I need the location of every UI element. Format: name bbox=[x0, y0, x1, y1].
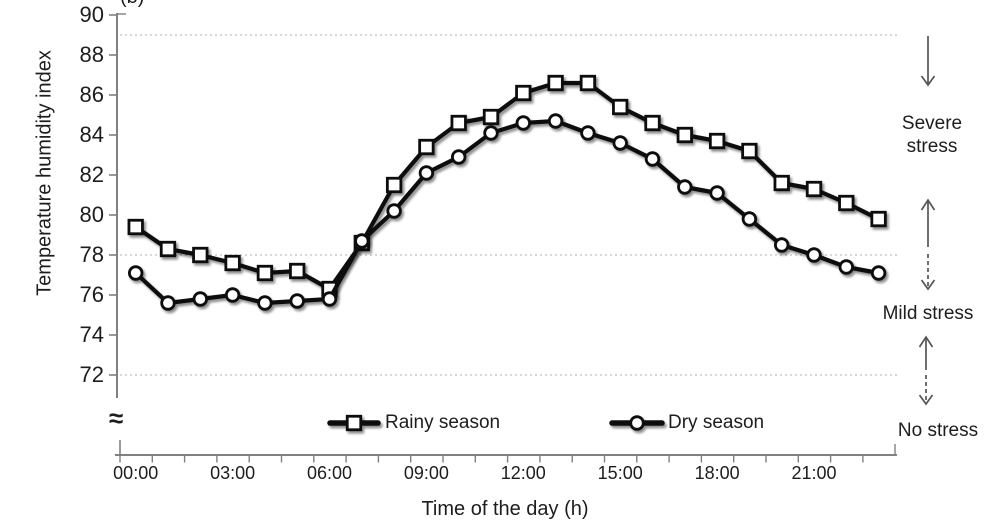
circle-marker bbox=[838, 259, 855, 275]
y-tick-label: 90 bbox=[80, 2, 104, 27]
square-marker bbox=[805, 180, 823, 198]
y-axis-title: Temperature humidity index bbox=[33, 50, 56, 296]
circle-marker bbox=[224, 287, 241, 303]
square-marker bbox=[482, 108, 500, 126]
square-marker bbox=[644, 114, 661, 132]
x-tick-label: 15:00 bbox=[598, 463, 643, 483]
y-tick-label: 74 bbox=[80, 322, 104, 347]
circle-marker bbox=[677, 179, 693, 195]
circle-marker bbox=[709, 185, 725, 201]
y-tick-label: 80 bbox=[80, 202, 104, 227]
square-marker bbox=[159, 240, 177, 258]
square-marker bbox=[450, 114, 467, 132]
annotation-severe-stress: Severe stress bbox=[901, 113, 963, 157]
circle-marker bbox=[451, 149, 467, 165]
square-marker bbox=[192, 246, 209, 264]
x-tick-label: 00:00 bbox=[113, 463, 158, 483]
series-line bbox=[133, 80, 881, 292]
legend-label-dry-season: Dry season bbox=[668, 412, 765, 433]
circle-marker bbox=[741, 211, 758, 227]
circle-marker bbox=[386, 203, 402, 219]
circle-marker bbox=[612, 135, 628, 151]
square-marker bbox=[515, 84, 532, 102]
y-tick-label: 72 bbox=[80, 362, 104, 387]
circle-marker bbox=[160, 295, 176, 311]
circle-marker bbox=[289, 293, 305, 309]
circle-marker bbox=[257, 295, 273, 311]
square-marker bbox=[256, 264, 274, 282]
y-tick-label: 86 bbox=[80, 82, 104, 107]
legend-circle-marker bbox=[629, 415, 645, 431]
square-marker bbox=[418, 138, 435, 156]
subfigure-label: (b) bbox=[120, 0, 144, 9]
circle-marker bbox=[418, 165, 435, 181]
square-marker bbox=[741, 142, 758, 160]
x-tick-label: 09:00 bbox=[404, 463, 449, 483]
stress-zone-arrows bbox=[918, 36, 936, 406]
x-tick-label: 12:00 bbox=[501, 463, 546, 483]
circle-marker bbox=[515, 115, 532, 131]
annotation-no-stress: No stress bbox=[897, 420, 979, 441]
square-marker bbox=[708, 132, 726, 150]
legend-label-rainy-season: Rainy season bbox=[385, 412, 501, 433]
x-tick-label: 18:00 bbox=[695, 463, 740, 483]
y-tick-label: 82 bbox=[80, 162, 104, 187]
down-arrowhead-icon bbox=[918, 394, 934, 406]
circle-marker bbox=[321, 291, 338, 307]
axes bbox=[109, 13, 897, 463]
y-axis-break-symbol: ≈ bbox=[109, 403, 124, 433]
x-tick-label: 21:00 bbox=[791, 463, 836, 483]
annotation-mild-stress: Mild stress bbox=[882, 303, 974, 324]
square-marker bbox=[838, 194, 855, 212]
series-dry-season bbox=[127, 113, 887, 311]
square-marker bbox=[773, 174, 790, 192]
circle-marker bbox=[806, 247, 822, 263]
x-tick-label: 06:00 bbox=[307, 463, 352, 483]
series-line bbox=[133, 118, 881, 306]
square-marker bbox=[612, 98, 629, 116]
up-arrowhead-icon bbox=[918, 335, 934, 348]
circle-marker bbox=[580, 125, 596, 141]
circle-marker bbox=[127, 265, 144, 281]
square-marker bbox=[127, 218, 144, 236]
square-marker bbox=[547, 74, 564, 92]
circle-marker bbox=[354, 233, 370, 249]
x-tick-label: 03:00 bbox=[210, 463, 255, 483]
square-marker bbox=[224, 254, 241, 272]
circle-marker bbox=[547, 113, 564, 129]
square-marker bbox=[289, 262, 306, 280]
down-arrowhead-icon bbox=[920, 279, 936, 291]
circle-marker bbox=[192, 291, 209, 307]
y-tick-label: 78 bbox=[80, 242, 104, 267]
square-marker bbox=[385, 176, 403, 194]
circle-marker bbox=[644, 151, 661, 167]
circle-marker bbox=[483, 125, 499, 141]
legend-square-marker bbox=[345, 414, 363, 432]
y-tick-label: 76 bbox=[80, 282, 104, 307]
down-arrowhead-icon bbox=[920, 75, 936, 87]
x-axis-title: Time of the day (h) bbox=[421, 498, 589, 520]
legend-markers bbox=[327, 414, 665, 432]
square-marker bbox=[579, 74, 597, 92]
series-rainy-season bbox=[127, 74, 887, 298]
square-marker bbox=[676, 126, 693, 144]
up-arrowhead-icon bbox=[920, 198, 936, 211]
circle-marker bbox=[870, 265, 887, 281]
square-marker bbox=[870, 210, 887, 228]
y-tick-label: 84 bbox=[80, 122, 104, 147]
y-tick-label: 88 bbox=[80, 42, 104, 67]
circle-marker bbox=[774, 237, 790, 253]
